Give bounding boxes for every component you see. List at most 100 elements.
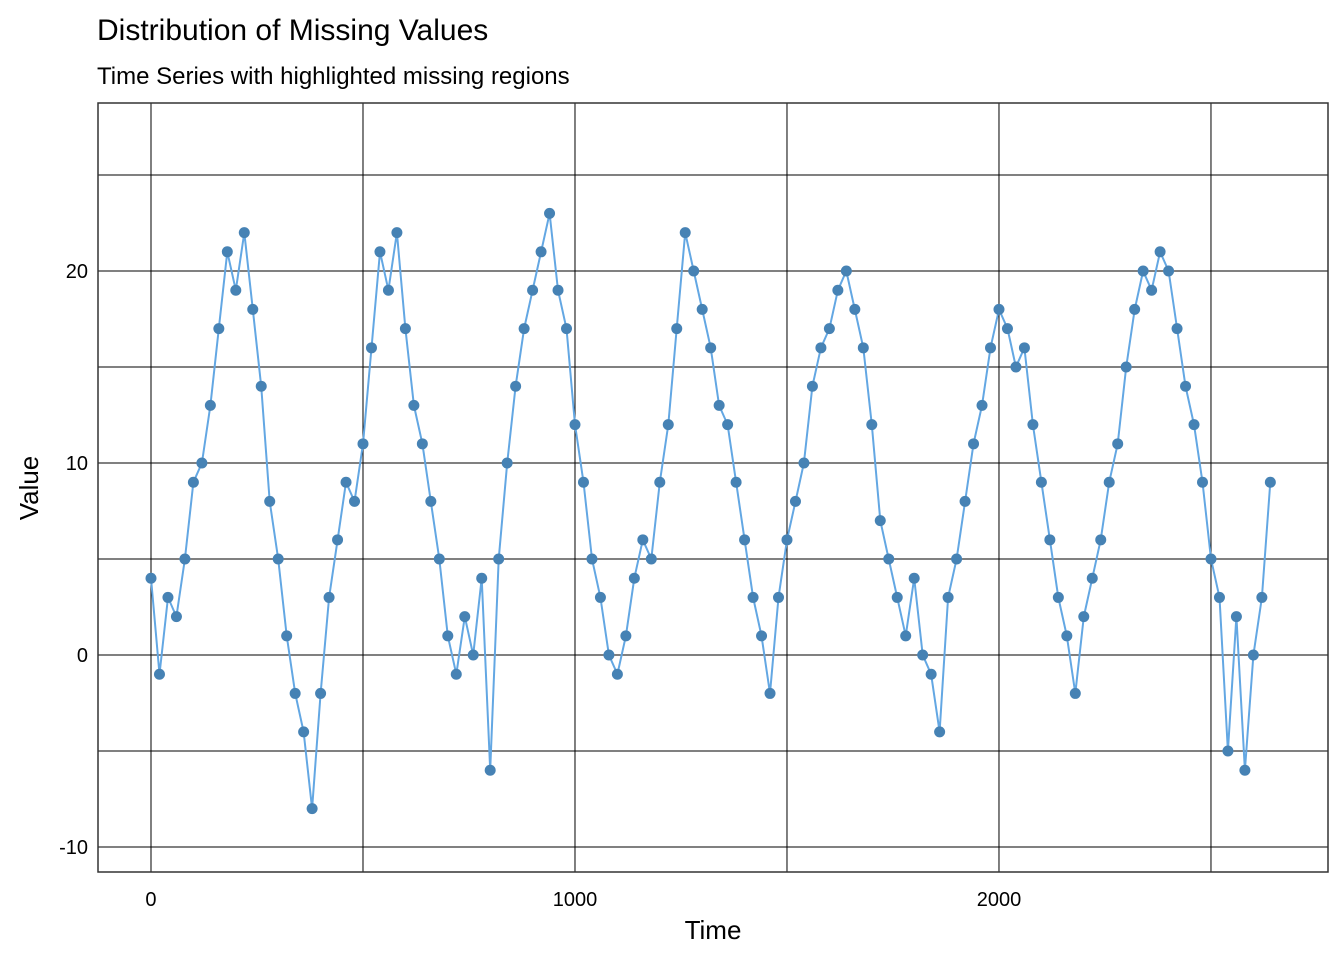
- data-point: [645, 553, 657, 565]
- data-point: [1137, 265, 1149, 277]
- data-point: [628, 572, 640, 584]
- data-point: [1001, 323, 1013, 335]
- data-point: [493, 553, 505, 565]
- data-point: [433, 553, 445, 565]
- data-point: [1163, 265, 1175, 277]
- data-point: [934, 726, 946, 738]
- data-point: [264, 495, 276, 507]
- data-point: [900, 630, 912, 642]
- data-point: [756, 630, 768, 642]
- data-point: [1129, 303, 1141, 315]
- data-point: [272, 553, 284, 565]
- data-point: [1078, 611, 1090, 623]
- data-point: [696, 303, 708, 315]
- data-point: [323, 591, 335, 603]
- data-point: [153, 668, 165, 680]
- data-point: [857, 342, 869, 354]
- data-point: [204, 399, 216, 411]
- data-point: [1180, 380, 1192, 392]
- chart-subtitle: Time Series with highlighted missing reg…: [97, 63, 570, 90]
- data-point: [289, 687, 301, 699]
- data-point: [840, 265, 852, 277]
- data-point: [730, 476, 742, 488]
- data-point: [1196, 476, 1208, 488]
- data-point: [281, 630, 293, 642]
- data-point: [332, 534, 344, 546]
- data-point: [230, 284, 242, 296]
- data-point: [1213, 591, 1225, 603]
- data-point: [866, 419, 878, 431]
- data-point: [874, 515, 886, 527]
- data-point: [416, 438, 428, 450]
- data-point: [806, 380, 818, 392]
- data-point: [1052, 591, 1064, 603]
- data-point: [459, 611, 471, 623]
- data-point: [951, 553, 963, 565]
- data-point: [1086, 572, 1098, 584]
- data-point: [213, 323, 225, 335]
- data-point: [1171, 323, 1183, 335]
- data-point: [1247, 649, 1259, 661]
- data-point: [306, 803, 318, 815]
- data-point: [298, 726, 310, 738]
- data-point: [908, 572, 920, 584]
- data-point: [671, 323, 683, 335]
- x-tick-label: 1000: [553, 889, 598, 911]
- data-point: [917, 649, 929, 661]
- data-point: [603, 649, 615, 661]
- data-point: [764, 687, 776, 699]
- data-point: [196, 457, 208, 469]
- data-point: [976, 399, 988, 411]
- data-point: [611, 668, 623, 680]
- data-point: [569, 419, 581, 431]
- data-point: [374, 246, 386, 258]
- data-point: [739, 534, 751, 546]
- data-point: [594, 591, 606, 603]
- data-point: [425, 495, 437, 507]
- data-point: [959, 495, 971, 507]
- data-point: [577, 476, 589, 488]
- data-point: [1188, 419, 1200, 431]
- data-point: [662, 419, 674, 431]
- data-point: [552, 284, 564, 296]
- data-point: [688, 265, 700, 277]
- data-point: [849, 303, 861, 315]
- data-point: [1035, 476, 1047, 488]
- data-point: [1010, 361, 1022, 373]
- data-point: [883, 553, 895, 565]
- data-point: [145, 572, 157, 584]
- data-point: [942, 591, 954, 603]
- data-point: [1044, 534, 1056, 546]
- data-point: [798, 457, 810, 469]
- data-point: [399, 323, 411, 335]
- data-point: [586, 553, 598, 565]
- x-tick-label: 0: [145, 889, 156, 911]
- data-point: [561, 323, 573, 335]
- data-point: [1154, 246, 1166, 258]
- y-tick-label: 0: [77, 645, 88, 667]
- data-point: [713, 399, 725, 411]
- data-point: [391, 227, 403, 239]
- data-point: [654, 476, 666, 488]
- data-point: [535, 246, 547, 258]
- data-point: [637, 534, 649, 546]
- data-point: [476, 572, 488, 584]
- x-axis-label: Time: [685, 915, 742, 945]
- data-point: [823, 323, 835, 335]
- y-axis-label: Value: [14, 456, 44, 521]
- data-point: [179, 553, 191, 565]
- data-point: [501, 457, 513, 469]
- data-point: [544, 207, 556, 219]
- data-point: [1222, 745, 1234, 757]
- data-point: [1069, 687, 1081, 699]
- data-point: [620, 630, 632, 642]
- data-point: [518, 323, 530, 335]
- data-point: [527, 284, 539, 296]
- data-point: [357, 438, 369, 450]
- data-point: [408, 399, 420, 411]
- y-tick-label: -10: [59, 837, 88, 859]
- data-point: [170, 611, 182, 623]
- data-point: [162, 591, 174, 603]
- chart-title: Distribution of Missing Values: [97, 14, 488, 47]
